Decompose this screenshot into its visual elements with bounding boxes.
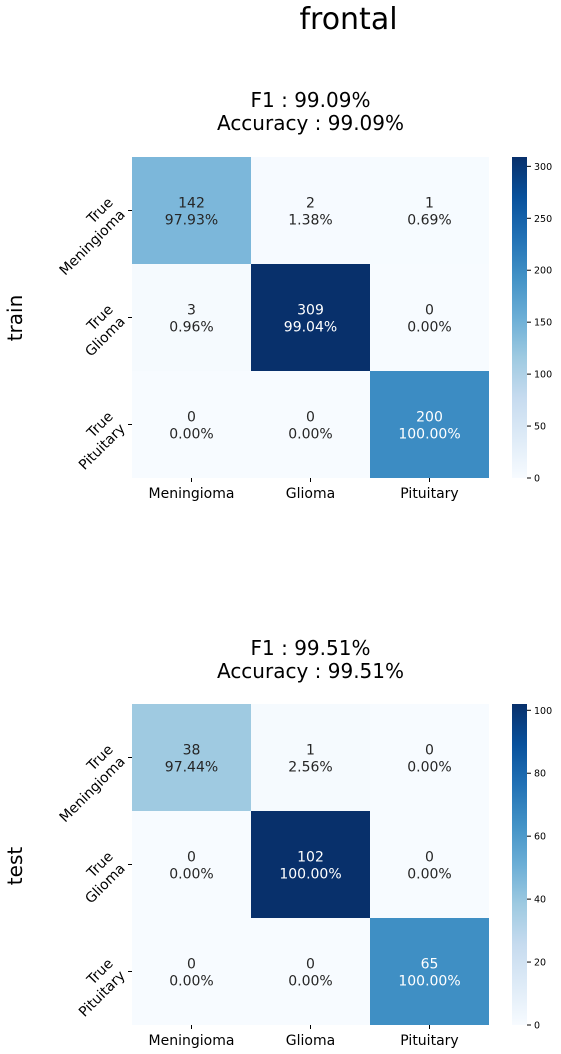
- colorbar-gradient: [512, 704, 527, 1025]
- cell-percent-label: 1.38%: [288, 213, 332, 229]
- x-tick-label: Meningioma: [149, 486, 235, 502]
- cell-percent-label: 100.00%: [398, 974, 460, 990]
- cell-count-label: 200: [416, 410, 443, 426]
- cell-count-label: 1: [425, 196, 434, 212]
- x-tick-label: Pituitary: [400, 1033, 458, 1049]
- cell-count-label: 0: [187, 850, 196, 866]
- heatmap-cell: [132, 918, 251, 1025]
- cell-count-label: 0: [187, 410, 196, 426]
- cell-count-label: 102: [297, 850, 324, 866]
- panel-title-line: F1 : 99.09%: [251, 88, 371, 112]
- colorbar-tick-label: 0: [534, 1021, 540, 1032]
- colorbar-gradient: [512, 157, 527, 478]
- cell-percent-label: 97.44%: [165, 760, 218, 776]
- cell-percent-label: 0.00%: [169, 974, 213, 990]
- cell-percent-label: 100.00%: [398, 427, 460, 443]
- cell-percent-label: 0.00%: [407, 320, 451, 336]
- heatmap-cell: [251, 371, 370, 478]
- heatmap-cell: [251, 704, 370, 811]
- colorbar-tick-label: 250: [534, 214, 552, 225]
- heatmap-cell: [370, 371, 489, 478]
- colorbar-tick-label: 40: [534, 895, 546, 906]
- colorbar-tick-label: 60: [534, 832, 546, 843]
- cell-count-label: 65: [421, 957, 439, 973]
- cell-percent-label: 100.00%: [279, 867, 341, 883]
- cell-count-label: 0: [425, 303, 434, 319]
- cell-count-label: 0: [425, 850, 434, 866]
- cell-count-label: 2: [306, 196, 315, 212]
- colorbar-tick-label: 80: [534, 769, 546, 780]
- cell-count-label: 38: [183, 743, 201, 759]
- heatmap-cell: [370, 811, 489, 918]
- heatmap-cell: [132, 811, 251, 918]
- heatmap-cell: [370, 918, 489, 1025]
- figure-title: frontal: [299, 2, 398, 37]
- heatmap-cell: [251, 157, 370, 264]
- cell-percent-label: 0.00%: [288, 427, 332, 443]
- colorbar-tick-label: 20: [534, 958, 546, 969]
- heatmap-cell: [132, 264, 251, 371]
- heatmap-cell: [132, 704, 251, 811]
- x-tick-label: Meningioma: [149, 1033, 235, 1049]
- cell-percent-label: 99.04%: [284, 320, 337, 336]
- cell-count-label: 1: [306, 743, 315, 759]
- cell-count-label: 309: [297, 303, 324, 319]
- cell-percent-label: 0.00%: [407, 760, 451, 776]
- cell-count-label: 0: [425, 743, 434, 759]
- heatmap-cell: [370, 157, 489, 264]
- dataset-label: test: [3, 847, 27, 886]
- cell-percent-label: 0.00%: [169, 427, 213, 443]
- x-tick-label: Pituitary: [400, 486, 458, 502]
- cell-count-label: 0: [306, 957, 315, 973]
- colorbar: 0 20 40 60 80 100: [512, 704, 552, 1032]
- cell-count-label: 0: [306, 410, 315, 426]
- cell-percent-label: 0.00%: [288, 974, 332, 990]
- confusion-matrix-train: F1 : 99.09%Accuracy : 99.09% train 14297.9…: [3, 88, 552, 502]
- colorbar-tick-label: 200: [534, 266, 552, 277]
- heatmap-cell: [132, 371, 251, 478]
- colorbar-tick-label: 0: [534, 474, 540, 485]
- colorbar-tick-label: 50: [534, 422, 546, 433]
- cell-percent-label: 0.69%: [407, 213, 451, 229]
- panel-title-line: F1 : 99.51%: [251, 636, 371, 660]
- cell-percent-label: 2.56%: [288, 760, 332, 776]
- heatmap-cell: [251, 918, 370, 1025]
- cell-percent-label: 97.93%: [165, 213, 218, 229]
- heatmap-cell: [251, 264, 370, 371]
- x-tick-label: Glioma: [286, 486, 335, 502]
- colorbar: 0 50 100 150 200 250 300: [512, 157, 552, 485]
- cell-count-label: 0: [187, 957, 196, 973]
- colorbar-tick-label: 100: [534, 370, 552, 381]
- confusion-matrix-test: F1 : 99.51%Accuracy : 99.51% test 3897.44%…: [3, 636, 552, 1049]
- heatmap-cell: [370, 704, 489, 811]
- cell-percent-label: 0.00%: [407, 867, 451, 883]
- heatmap-cell: [132, 157, 251, 264]
- cell-count-label: 142: [178, 196, 205, 212]
- x-tick-label: Glioma: [286, 1033, 335, 1049]
- colorbar-tick-label: 300: [534, 162, 552, 173]
- dataset-label: train: [3, 295, 27, 342]
- cell-count-label: 3: [187, 303, 196, 319]
- panel-title-line: Accuracy : 99.51%: [217, 659, 404, 683]
- colorbar-tick-label: 100: [534, 706, 552, 717]
- heatmap-cell: [370, 264, 489, 371]
- cell-percent-label: 0.00%: [169, 867, 213, 883]
- heatmap-cell: [251, 811, 370, 918]
- panel-title-line: Accuracy : 99.09%: [217, 111, 404, 135]
- colorbar-tick-label: 150: [534, 318, 552, 329]
- cell-percent-label: 0.96%: [169, 320, 213, 336]
